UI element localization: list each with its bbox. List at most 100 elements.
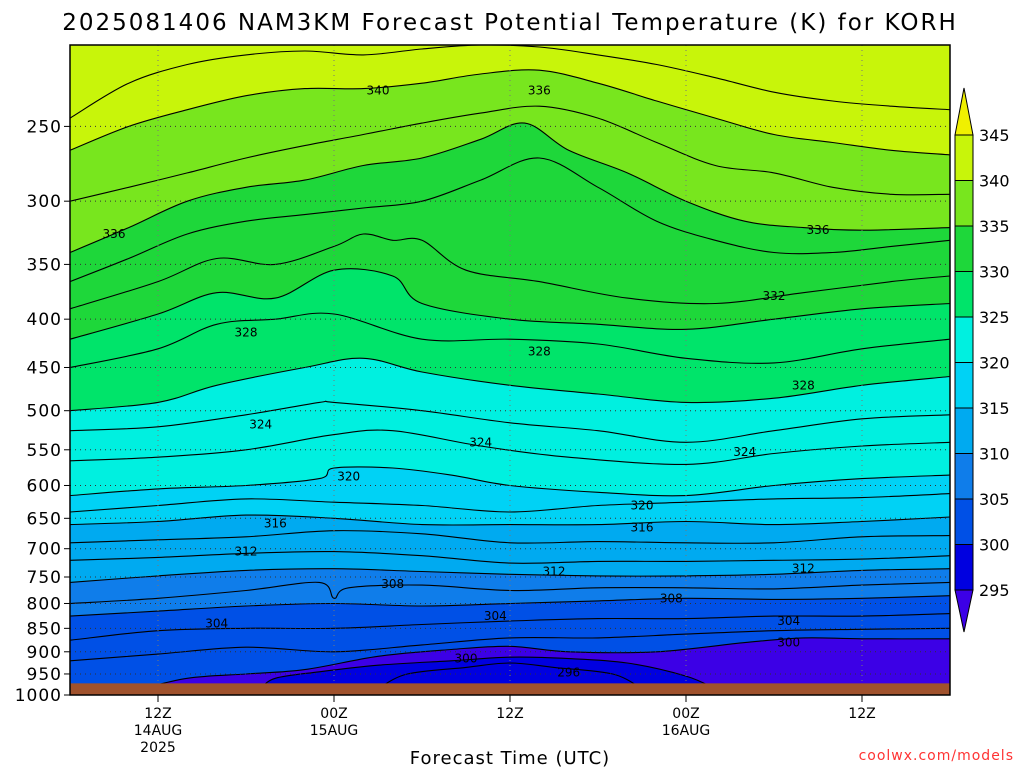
colorbar-swatch [954, 498, 974, 545]
y-tick-label: 1000 [15, 686, 62, 706]
x-tick-label: 12Z [496, 706, 523, 722]
y-tick-label: 250 [27, 117, 62, 137]
colorbar-legend: 345 340 335 330 325 320 315 310 305 300 295 [954, 87, 1010, 633]
colorbar-label: 345 [979, 126, 1010, 145]
colorbar-swatch [954, 225, 974, 272]
contour-318 [70, 493, 950, 513]
contour-300 [70, 637, 950, 695]
chart-title: 2025081406 NAM3KM Forecast Potential Tem… [62, 10, 958, 36]
y-tick-label: 650 [27, 509, 62, 529]
contour-label: 336 [103, 227, 126, 241]
colorbar-label: 315 [979, 399, 1010, 418]
contour-324 [70, 400, 950, 443]
contour-label: 304 [205, 616, 228, 630]
contour-label: 304 [777, 614, 800, 628]
contour-label: 332 [763, 289, 786, 303]
contour-326 [70, 357, 950, 412]
contour-label: 304 [484, 609, 507, 623]
contour-332 [70, 233, 950, 310]
contour-312 [70, 550, 950, 564]
y-tick-label: 300 [27, 192, 62, 212]
contour-338 [70, 105, 950, 202]
colorbar-label: 305 [979, 490, 1010, 509]
colorbar-label: 295 [979, 581, 1010, 600]
contour-label: 308 [381, 577, 404, 591]
x-tick-label: 2025 [140, 740, 176, 756]
colorbar-swatch [954, 362, 974, 409]
contour-label: 312 [235, 545, 258, 559]
contour-label: 300 [777, 636, 800, 650]
colorbar-swatch [954, 180, 974, 227]
colorbar-bottom-arrow [954, 589, 974, 633]
contour-310 [70, 568, 950, 583]
colorbar-label: 340 [979, 172, 1010, 191]
contour-label: 324 [733, 445, 756, 459]
x-tick-label: 16AUG [662, 723, 711, 739]
contour-label: 312 [543, 564, 566, 578]
contour-labels: 296 300 300 304 304 304 308 308 312 312 312 316 316 3… [103, 83, 830, 679]
y-tick-label: 600 [27, 476, 62, 496]
colorbar-swatch [954, 316, 974, 363]
y-tick-label: 400 [27, 310, 62, 330]
y-tick-label: 800 [27, 594, 62, 614]
contour-302 [70, 627, 950, 662]
y-tick-label: 350 [27, 255, 62, 275]
contour-label: 296 [557, 666, 580, 680]
colorbar-swatch [954, 544, 974, 591]
colorbar-label: 335 [979, 217, 1010, 236]
y-tick-label: 700 [27, 540, 62, 560]
contour-316 [70, 514, 950, 526]
contour-322 [70, 429, 950, 466]
contour-label: 336 [528, 83, 551, 97]
contour-label: 312 [792, 562, 815, 576]
contour-label: 320 [337, 469, 360, 483]
contour-label: 324 [249, 417, 272, 431]
contour-label: 308 [660, 591, 683, 605]
contour-328 [70, 312, 950, 369]
x-tick-label: 00Z [320, 706, 347, 722]
plot-area: 296 300 300 304 304 304 308 308 312 312 312 316 316 3… [70, 45, 950, 695]
ground-surface [70, 683, 950, 695]
band-298 [260, 657, 716, 689]
x-tick-label: 15AUG [310, 723, 359, 739]
colorbar-label: 300 [979, 536, 1010, 555]
contour-314 [70, 530, 950, 544]
contour-320 [70, 466, 950, 497]
colorbar-swatch [954, 271, 974, 318]
contour-label: 328 [792, 378, 815, 392]
contour-label: 328 [528, 345, 551, 359]
x-axis-title: Forecast Time (UTC) [410, 748, 610, 768]
colorbar-label: 325 [979, 308, 1010, 327]
y-tick-label: 500 [27, 402, 62, 422]
colorbar-label: 330 [979, 263, 1010, 282]
colorbar-top-arrow [954, 87, 974, 136]
contour-label: 324 [469, 435, 492, 449]
contour-label: 340 [367, 83, 390, 97]
contour-label: 316 [264, 516, 287, 530]
contour-label: 320 [631, 498, 654, 512]
contour-label: 336 [807, 223, 830, 237]
contour-label: 328 [235, 325, 258, 339]
colorbar-swatch [954, 407, 974, 454]
contour-330 [70, 268, 950, 340]
y-tick-label: 550 [27, 441, 62, 461]
contour-336 [70, 122, 950, 254]
colorbar-label: 310 [979, 445, 1010, 464]
pressure-axis: 250 300 350 400 450 500 550 600 650 700 750 800 850 9… [15, 117, 70, 706]
y-tick-label: 950 [27, 665, 62, 685]
x-tick-label: 12Z [848, 706, 875, 722]
contour-label: 300 [455, 652, 478, 666]
credit-link[interactable]: coolwx.com/models [859, 748, 1014, 764]
y-tick-label: 850 [27, 619, 62, 639]
x-tick-label: 00Z [672, 706, 699, 722]
colorbar-label: 320 [979, 354, 1010, 373]
x-tick-label: 12Z [144, 706, 171, 722]
contour-label: 316 [631, 521, 654, 535]
y-tick-label: 900 [27, 643, 62, 663]
contour-298 [260, 656, 716, 690]
y-tick-label: 450 [27, 358, 62, 378]
contour-334 [70, 157, 950, 283]
gridlines [70, 45, 950, 695]
